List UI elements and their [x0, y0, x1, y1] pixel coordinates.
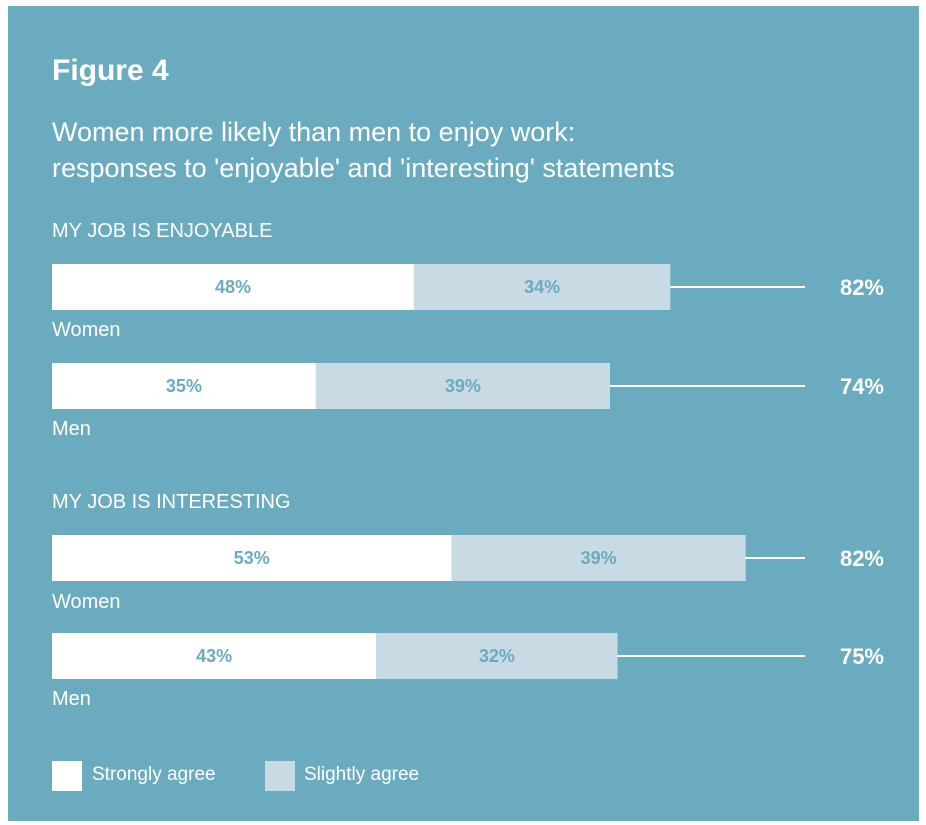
bar-label-slightly-g1-men: 32%	[479, 646, 515, 666]
bar-strongly-g0-women	[52, 264, 414, 310]
figure-label: Figure 4	[52, 54, 169, 87]
bar-label-slightly-g0-men: 39%	[445, 376, 481, 396]
stacked-bar-chart: 48% 34% 82% 35% 39% 74% 53% 39% 82% 43% 32% 75%	[52, 264, 884, 679]
bar-slightly-g1-men	[376, 633, 618, 679]
chart-title-line-1: Women more likely than men to enjoy work…	[52, 117, 576, 147]
section-label-enjoyable: MY JOB IS ENJOYABLE	[52, 220, 273, 242]
legend-swatch-strongly-agree	[52, 761, 82, 791]
bar-slightly-g0-women	[413, 264, 671, 310]
legend-label-strongly-agree: Strongly agree	[92, 764, 216, 785]
bar-strongly-g1-men	[52, 633, 377, 679]
total-label-g0-men: 74%	[840, 374, 884, 399]
legend-swatch-slightly-agree	[265, 761, 295, 791]
total-label-g0-women: 82%	[840, 275, 884, 300]
bar-strongly-g1-women	[52, 535, 452, 581]
bar-slightly-g0-men	[315, 363, 610, 409]
bar-label-slightly-g0-women: 34%	[524, 277, 560, 297]
bar-label-strongly-g1-women: 53%	[234, 548, 270, 568]
chart-title: Women more likely than men to enjoy work…	[52, 114, 675, 186]
bar-label-strongly-g0-men: 35%	[166, 376, 202, 396]
row-label-interesting-women: Women	[52, 591, 121, 613]
row-label-enjoyable-women: Women	[52, 319, 121, 341]
legend-label-slightly-agree: Slightly agree	[304, 764, 420, 785]
chart-title-line-2: responses to 'enjoyable' and 'interestin…	[52, 153, 675, 183]
row-label-interesting-men: Men	[52, 688, 91, 710]
section-label-interesting: MY JOB IS INTERESTING	[52, 491, 291, 513]
bar-slightly-g1-women	[451, 535, 746, 581]
total-label-g1-men: 75%	[840, 644, 884, 669]
chart-panel: Figure 4 Women more likely than men to e…	[8, 6, 919, 821]
bar-strongly-g0-men	[52, 363, 316, 409]
bar-label-strongly-g1-men: 43%	[196, 646, 232, 666]
bar-label-slightly-g1-women: 39%	[581, 548, 617, 568]
bar-label-strongly-g0-women: 48%	[215, 277, 251, 297]
total-label-g1-women: 82%	[840, 546, 884, 571]
row-label-enjoyable-men: Men	[52, 418, 91, 440]
